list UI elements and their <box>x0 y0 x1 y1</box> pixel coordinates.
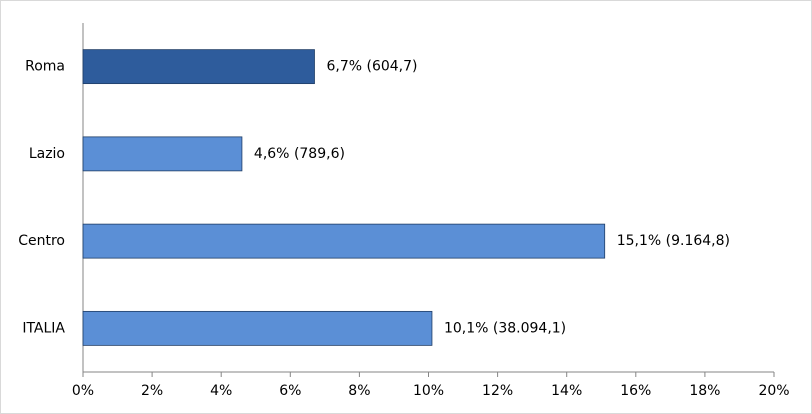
x-tick-label: 14% <box>551 383 582 399</box>
bar <box>82 136 243 172</box>
value-label: 4,6% (789,6) <box>254 146 345 162</box>
x-tick-label: 20% <box>758 383 789 399</box>
value-label: 10,1% (38.094,1) <box>444 320 566 336</box>
x-tick-label: 12% <box>482 383 513 399</box>
y-tick-label: ITALIA <box>22 320 65 336</box>
x-tick-label: 16% <box>620 383 651 399</box>
x-tick-label: 0% <box>72 383 94 399</box>
x-tick-label: 18% <box>689 383 720 399</box>
bar <box>82 223 606 259</box>
x-tick-label: 2% <box>141 383 163 399</box>
x-tick-label: 6% <box>279 383 301 399</box>
x-tick-label: 10% <box>413 383 444 399</box>
y-tick-label: Centro <box>18 233 65 249</box>
y-tick-label: Roma <box>25 59 65 75</box>
value-label: 6,7% (604,7) <box>326 59 417 75</box>
x-tick-label: 4% <box>210 383 232 399</box>
value-label: 15,1% (9.164,8) <box>617 233 730 249</box>
x-tick-label: 8% <box>348 383 370 399</box>
bar <box>82 49 315 85</box>
y-tick-label: Lazio <box>29 146 65 162</box>
bar <box>82 310 433 346</box>
